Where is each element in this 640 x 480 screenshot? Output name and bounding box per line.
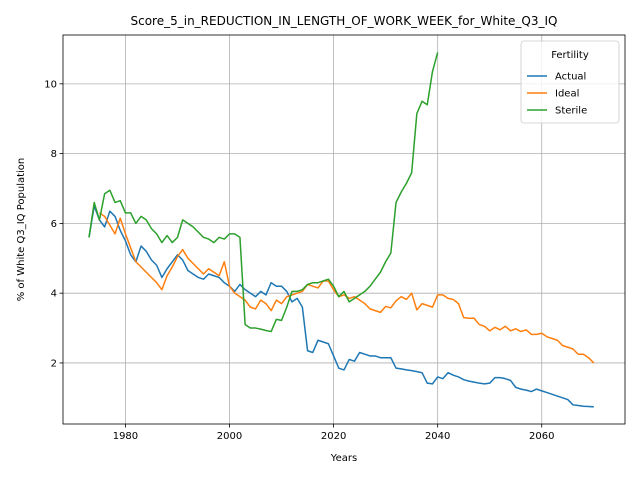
y-tick-label: 6 [51,219,57,230]
legend-entries: Actual Ideal Sterile [527,72,587,117]
plot-frame [62,34,626,425]
y-tick-label: 10 [44,79,57,90]
x-tick-label: 2000 [217,431,242,442]
legend: Fertility Actual Ideal Sterile [520,40,620,124]
legend-box [520,40,620,124]
y-tick-label: 2 [51,358,57,369]
y-axis-ticks: 2 4 6 8 10 [44,79,63,369]
x-axis-ticks: 1980 2000 2020 2040 2060 [113,424,554,442]
series-line-actual [88,205,594,408]
legend-label-sterile: Sterile [555,106,587,117]
series-line-sterile [88,52,439,333]
legend-label-actual: Actual [555,72,586,83]
legend-label-ideal: Ideal [555,89,579,100]
y-tick-label: 8 [51,149,57,160]
x-axis-label: Years [330,453,357,464]
x-tick-label: 2020 [321,431,346,442]
x-tick-label: 2060 [529,431,554,442]
series-layer [88,52,595,408]
y-tick-label: 4 [51,289,57,300]
y-axis-label: % of White Q3_IQ Population [16,158,27,302]
x-tick-label: 1980 [113,431,138,442]
chart-title: Score_5_in_REDUCTION_IN_LENGTH_OF_WORK_W… [130,14,557,28]
x-tick-label: 2040 [425,431,450,442]
legend-title: Fertility [551,50,589,61]
